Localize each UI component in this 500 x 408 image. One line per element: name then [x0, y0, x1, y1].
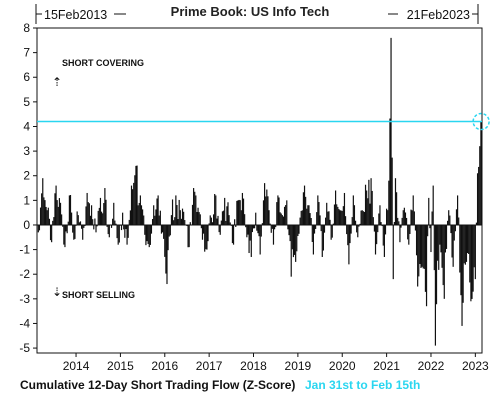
y-tick-label: -2: [19, 267, 30, 281]
y-tick-label: 4: [23, 119, 30, 133]
plot-frame: [36, 27, 483, 354]
y-tick-label: -1: [19, 243, 30, 257]
latest-value-marker: [472, 112, 490, 131]
x-tick-label: 2019: [285, 359, 312, 373]
y-tick-label: 0: [23, 218, 30, 232]
x-tick-label: 2021: [373, 359, 400, 373]
short-selling-annotation: ⇣ SHORT SELLING: [52, 285, 135, 300]
start-date-marker: 15Feb2013: [35, 4, 126, 24]
chart-title: Prime Book: US Info Tech: [171, 4, 330, 19]
y-tick-label: -3: [19, 292, 30, 306]
short-covering-label: SHORT COVERING: [62, 58, 144, 68]
footer-highlight: Jan 31st to Feb 15th: [305, 378, 420, 392]
short-covering-annotation: ⇡ SHORT COVERING: [52, 58, 144, 89]
y-tick-label: 5: [23, 95, 30, 109]
plot-area: -5 -4 -3 -2 -1 0 1 2 3 4 5 6 7 8 2014 2015 2016 2017 2018 2…: [19, 21, 490, 373]
down-arrow-icon: ⇣: [52, 285, 62, 299]
y-tick-label: 8: [23, 21, 30, 35]
y-tick-label: 3: [23, 144, 30, 158]
footer-label: Cumulative 12-Day Short Trading Flow (Z-…: [20, 378, 295, 392]
up-arrow-icon: ⇡: [52, 75, 62, 89]
x-tick-label: 2022: [418, 359, 445, 373]
y-tick-label: 6: [23, 70, 30, 84]
x-tick-label: 2016: [151, 359, 178, 373]
end-date-marker: 21Feb2023: [388, 4, 479, 24]
x-tick-label: 2017: [196, 359, 223, 373]
y-tick-label: -4: [19, 316, 30, 330]
x-tick-label: 2023: [462, 359, 489, 373]
y-tick-label: -5: [19, 341, 30, 355]
x-tick-label: 2020: [329, 359, 356, 373]
x-tick-label: 2014: [63, 359, 90, 373]
x-tick-label: 2018: [240, 359, 267, 373]
y-tick-label: 7: [23, 46, 30, 60]
end-date-label: 21Feb2023: [407, 8, 470, 22]
start-date-label: 15Feb2013: [44, 8, 107, 22]
y-tick-label: 2: [23, 169, 30, 183]
y-tick-label: 1: [23, 193, 30, 207]
x-tick-label: 2015: [107, 359, 134, 373]
short-selling-label: SHORT SELLING: [62, 290, 135, 300]
